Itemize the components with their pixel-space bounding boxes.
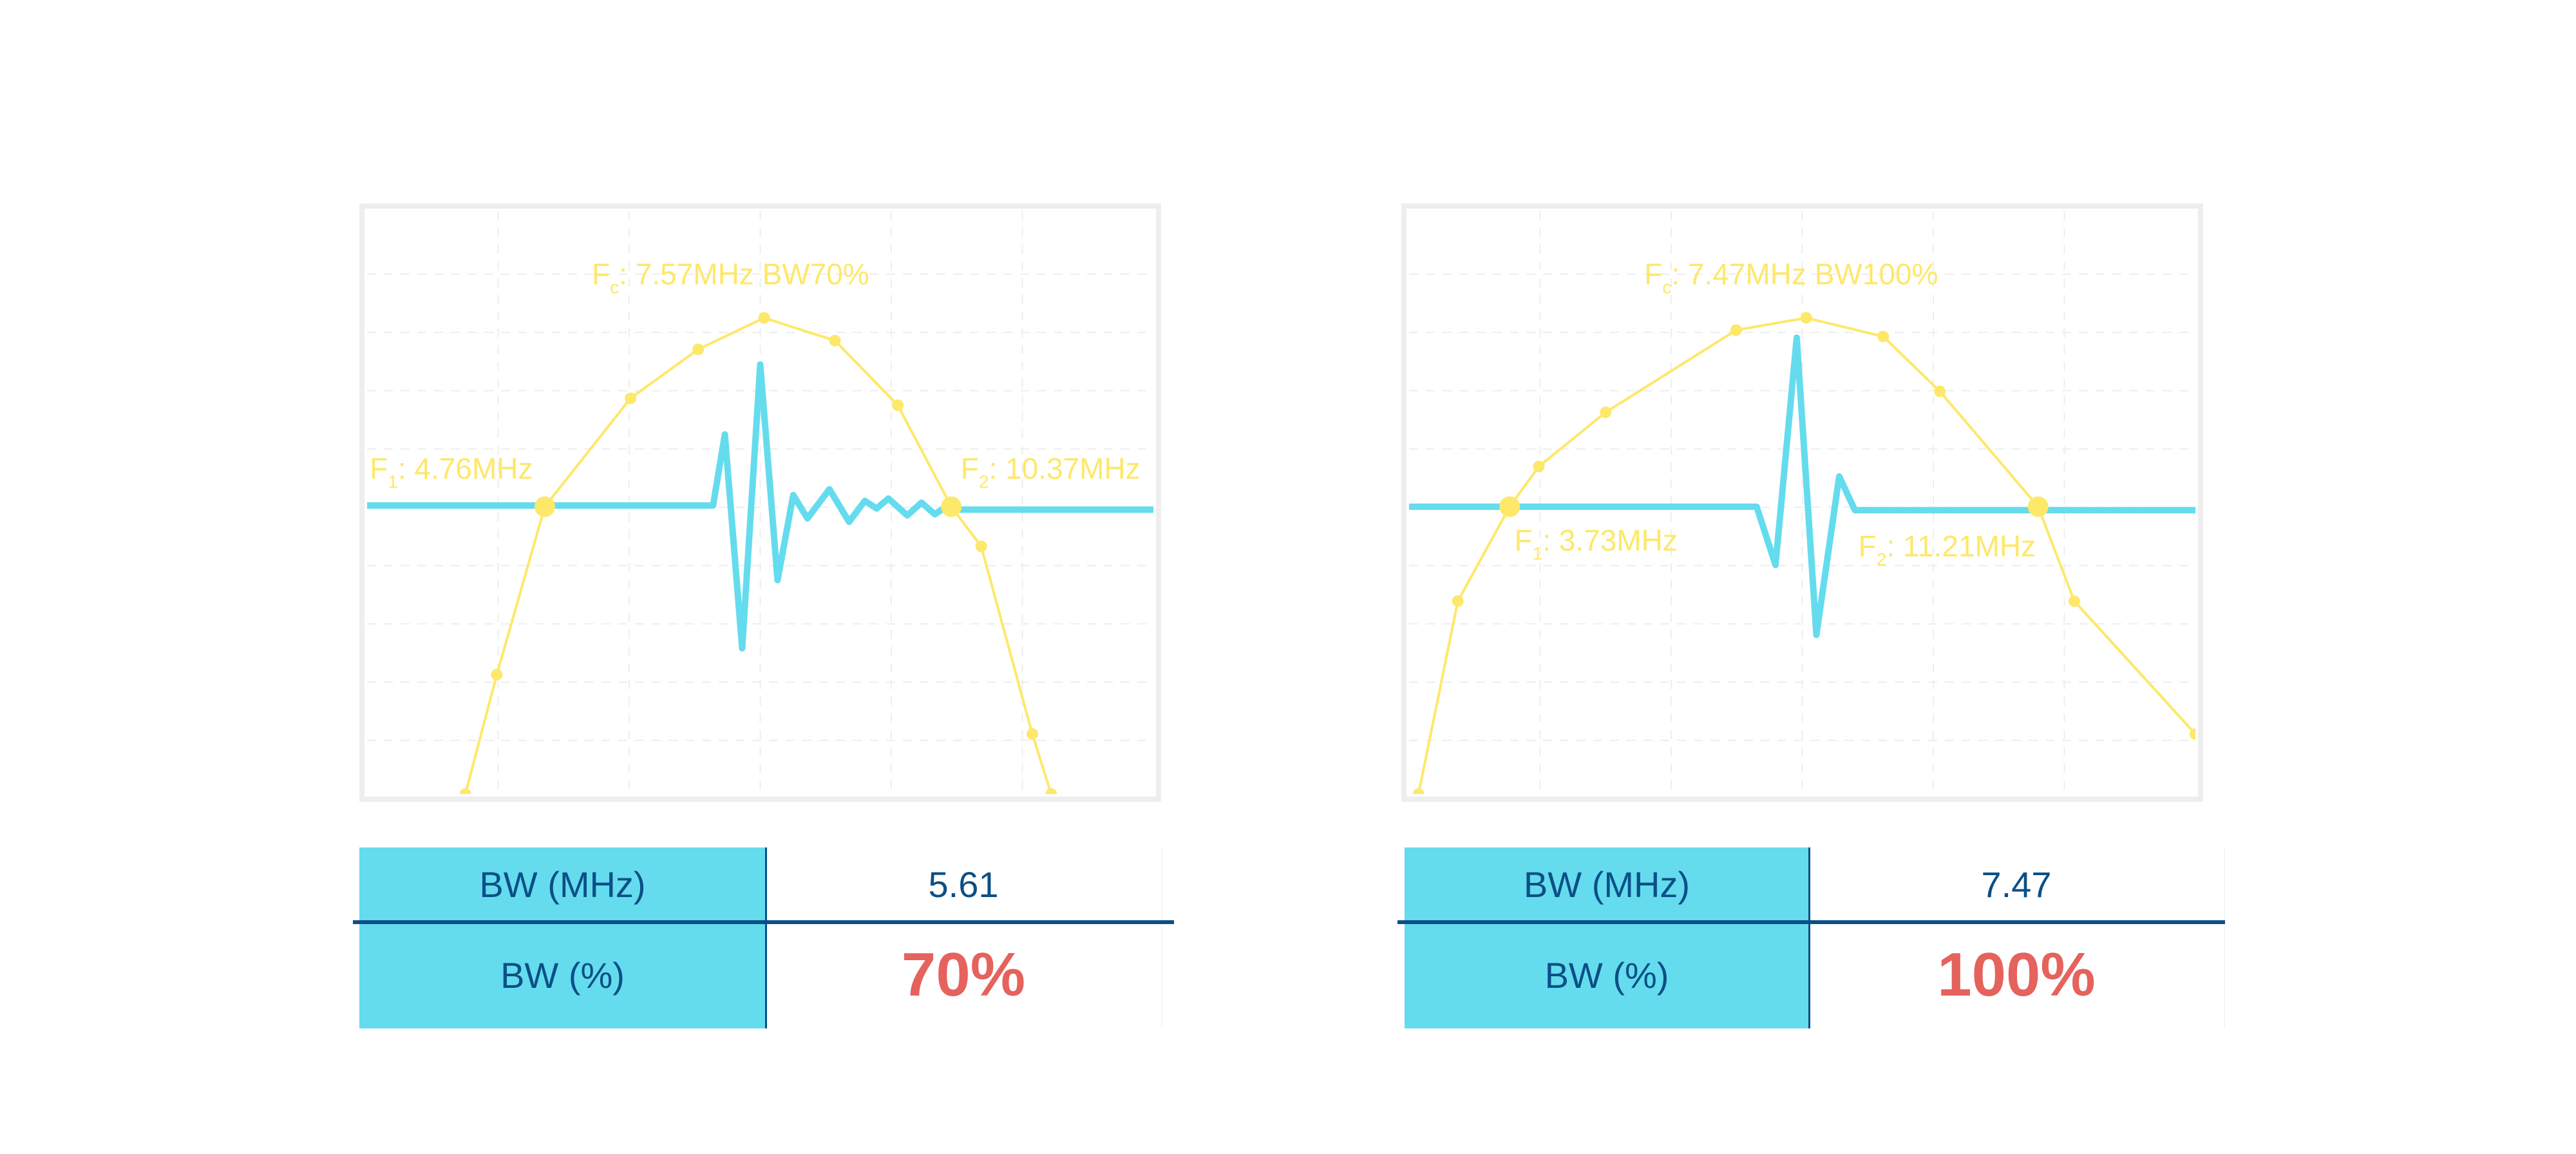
pulse-waveform-line: [1409, 334, 2195, 638]
column-divider: [1808, 847, 1810, 1028]
lower-cutoff-label: F1: 3.73MHz: [1515, 524, 1678, 563]
row2-label: BW (%): [359, 922, 766, 1028]
spectrum-point: [758, 312, 770, 324]
spectrum-point: [1026, 728, 1038, 740]
cutoff-point-marker: [1499, 496, 1520, 517]
row2-value: 70%: [766, 922, 1162, 1028]
row2-label: BW (%): [1405, 922, 1809, 1028]
spectrum-point: [1533, 460, 1545, 473]
cutoff-point-marker: [941, 496, 962, 517]
spectrum-point: [1730, 324, 1742, 336]
center-frequency-label: Fc: 7.57MHz BW70%: [592, 257, 869, 297]
spectrum-point: [829, 334, 841, 346]
chart-title-right: CMUT linear array: [1515, 112, 2066, 184]
bandwidth-table-right: BW (MHz) 7.47 BW (%) 100%: [1397, 847, 2225, 1028]
spectrum-point: [2068, 595, 2080, 607]
spectrum-point: [625, 392, 637, 404]
upper-cutoff-label: F2: 10.37MHz: [961, 451, 1141, 491]
spectrum-line: [1417, 316, 2195, 794]
column-divider: [765, 847, 767, 1028]
pulse-waveform-line: [367, 361, 1153, 652]
row1-value: 5.61: [766, 847, 1162, 922]
spectrum-point: [1452, 595, 1464, 607]
spectrum-line: [464, 316, 1053, 794]
chart-left: Fc: 7.57MHz BW70% F1: 4.76MHz F2: 10.37MHz: [359, 203, 1161, 802]
spectrum-point: [1800, 312, 1812, 324]
chart-frame: [359, 203, 1161, 802]
upper-cutoff-label: F2: 11.21MHz: [1859, 529, 2036, 569]
spectrum-point: [2190, 728, 2195, 740]
cutoff-point-marker: [2027, 496, 2049, 517]
spectrum-point: [491, 668, 503, 681]
spectrum-point: [1600, 406, 1612, 419]
row1-label: BW (MHz): [359, 847, 766, 922]
chart-svg: Fc: 7.47MHz BW100% F1: 3.73MHz F2: 11.21MH…: [1401, 203, 2203, 802]
chart-right: Fc: 7.47MHz BW100% F1: 3.73MHz F2: 11.21MH…: [1401, 203, 2203, 802]
spectrum-point: [1934, 385, 1946, 397]
row-divider: [353, 920, 1174, 924]
chart-frame: [1401, 203, 2203, 802]
spectrum-point: [975, 540, 987, 553]
chart-svg: Fc: 7.57MHz BW70% F1: 4.76MHz F2: 10.37MHz: [359, 203, 1161, 802]
row1-value: 7.47: [1809, 847, 2225, 922]
spectrum-point: [1412, 788, 1425, 794]
center-frequency-label: Fc: 7.47MHz BW100%: [1644, 257, 1938, 297]
bandwidth-table-left: BW (MHz) 5.61 BW (%) 70%: [353, 847, 1174, 1028]
spectrum-point: [692, 343, 705, 355]
lower-cutoff-label: F1: 4.76MHz: [370, 451, 533, 491]
spectrum-point: [892, 399, 904, 411]
row-divider: [1397, 920, 2225, 924]
chart-title-left: PZT linear array: [497, 112, 984, 184]
row1-label: BW (MHz): [1405, 847, 1809, 922]
row2-value: 100%: [1809, 922, 2225, 1028]
cutoff-point-marker: [534, 496, 555, 517]
spectrum-point: [1045, 788, 1057, 794]
spectrum-point: [459, 788, 471, 794]
spectrum-point: [1877, 330, 1889, 343]
